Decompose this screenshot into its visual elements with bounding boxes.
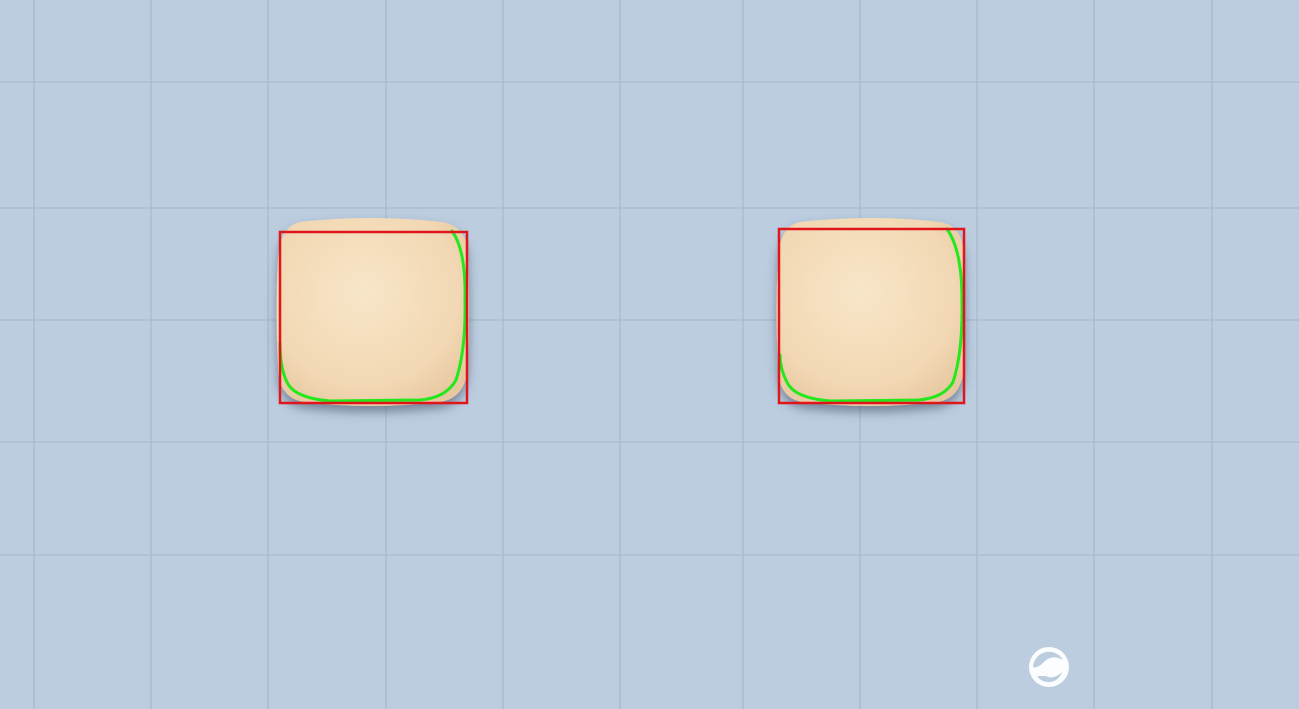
mfds-emblem-icon [1029,647,1069,687]
tablet-kln-body [276,218,469,406]
tablet-sig-body [776,218,965,406]
tablet-kln [276,218,469,406]
tablet-kln-contour [278,229,467,403]
tablet-sig-contour [778,227,964,403]
tablet-kln-bounding-box [278,230,469,405]
tablet-sig-bounding-box [777,227,966,405]
mfds-logo [1029,647,1069,687]
tablet-sig [776,218,966,406]
